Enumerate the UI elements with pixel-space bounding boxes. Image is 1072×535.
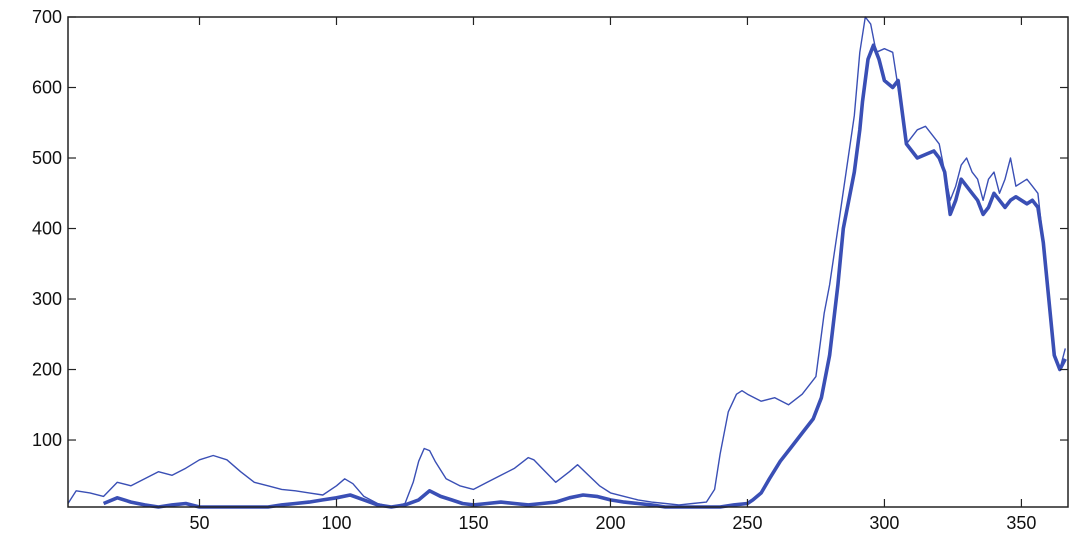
x-tick-label-100: 100 [321, 513, 351, 533]
tick-layer: 50 100 150 200 250 300 350 100 200 300 400 500 600 70… [32, 7, 1068, 533]
x-tick-label-200: 200 [595, 513, 625, 533]
plot-frame [67, 16, 1069, 508]
x-tick-label-150: 150 [458, 513, 488, 533]
y-tick-label-300: 300 [32, 289, 62, 309]
y-tick-label-400: 400 [32, 219, 62, 239]
y-tick-label-700: 700 [32, 7, 62, 27]
x-tick-label-300: 300 [869, 513, 899, 533]
x-tick-label-350: 350 [1006, 513, 1036, 533]
y-tick-label-200: 200 [32, 360, 62, 380]
y-tick-label-100: 100 [32, 430, 62, 450]
series-layer [67, 16, 1067, 509]
plot-area [68, 17, 1068, 507]
series-line-1 [67, 16, 1066, 508]
y-tick-label-500: 500 [32, 148, 62, 168]
x-tick-label-250: 250 [732, 513, 762, 533]
y-tick-label-600: 600 [32, 78, 62, 98]
series-line-2 [102, 43, 1067, 509]
x-tick-label-50: 50 [189, 513, 209, 533]
